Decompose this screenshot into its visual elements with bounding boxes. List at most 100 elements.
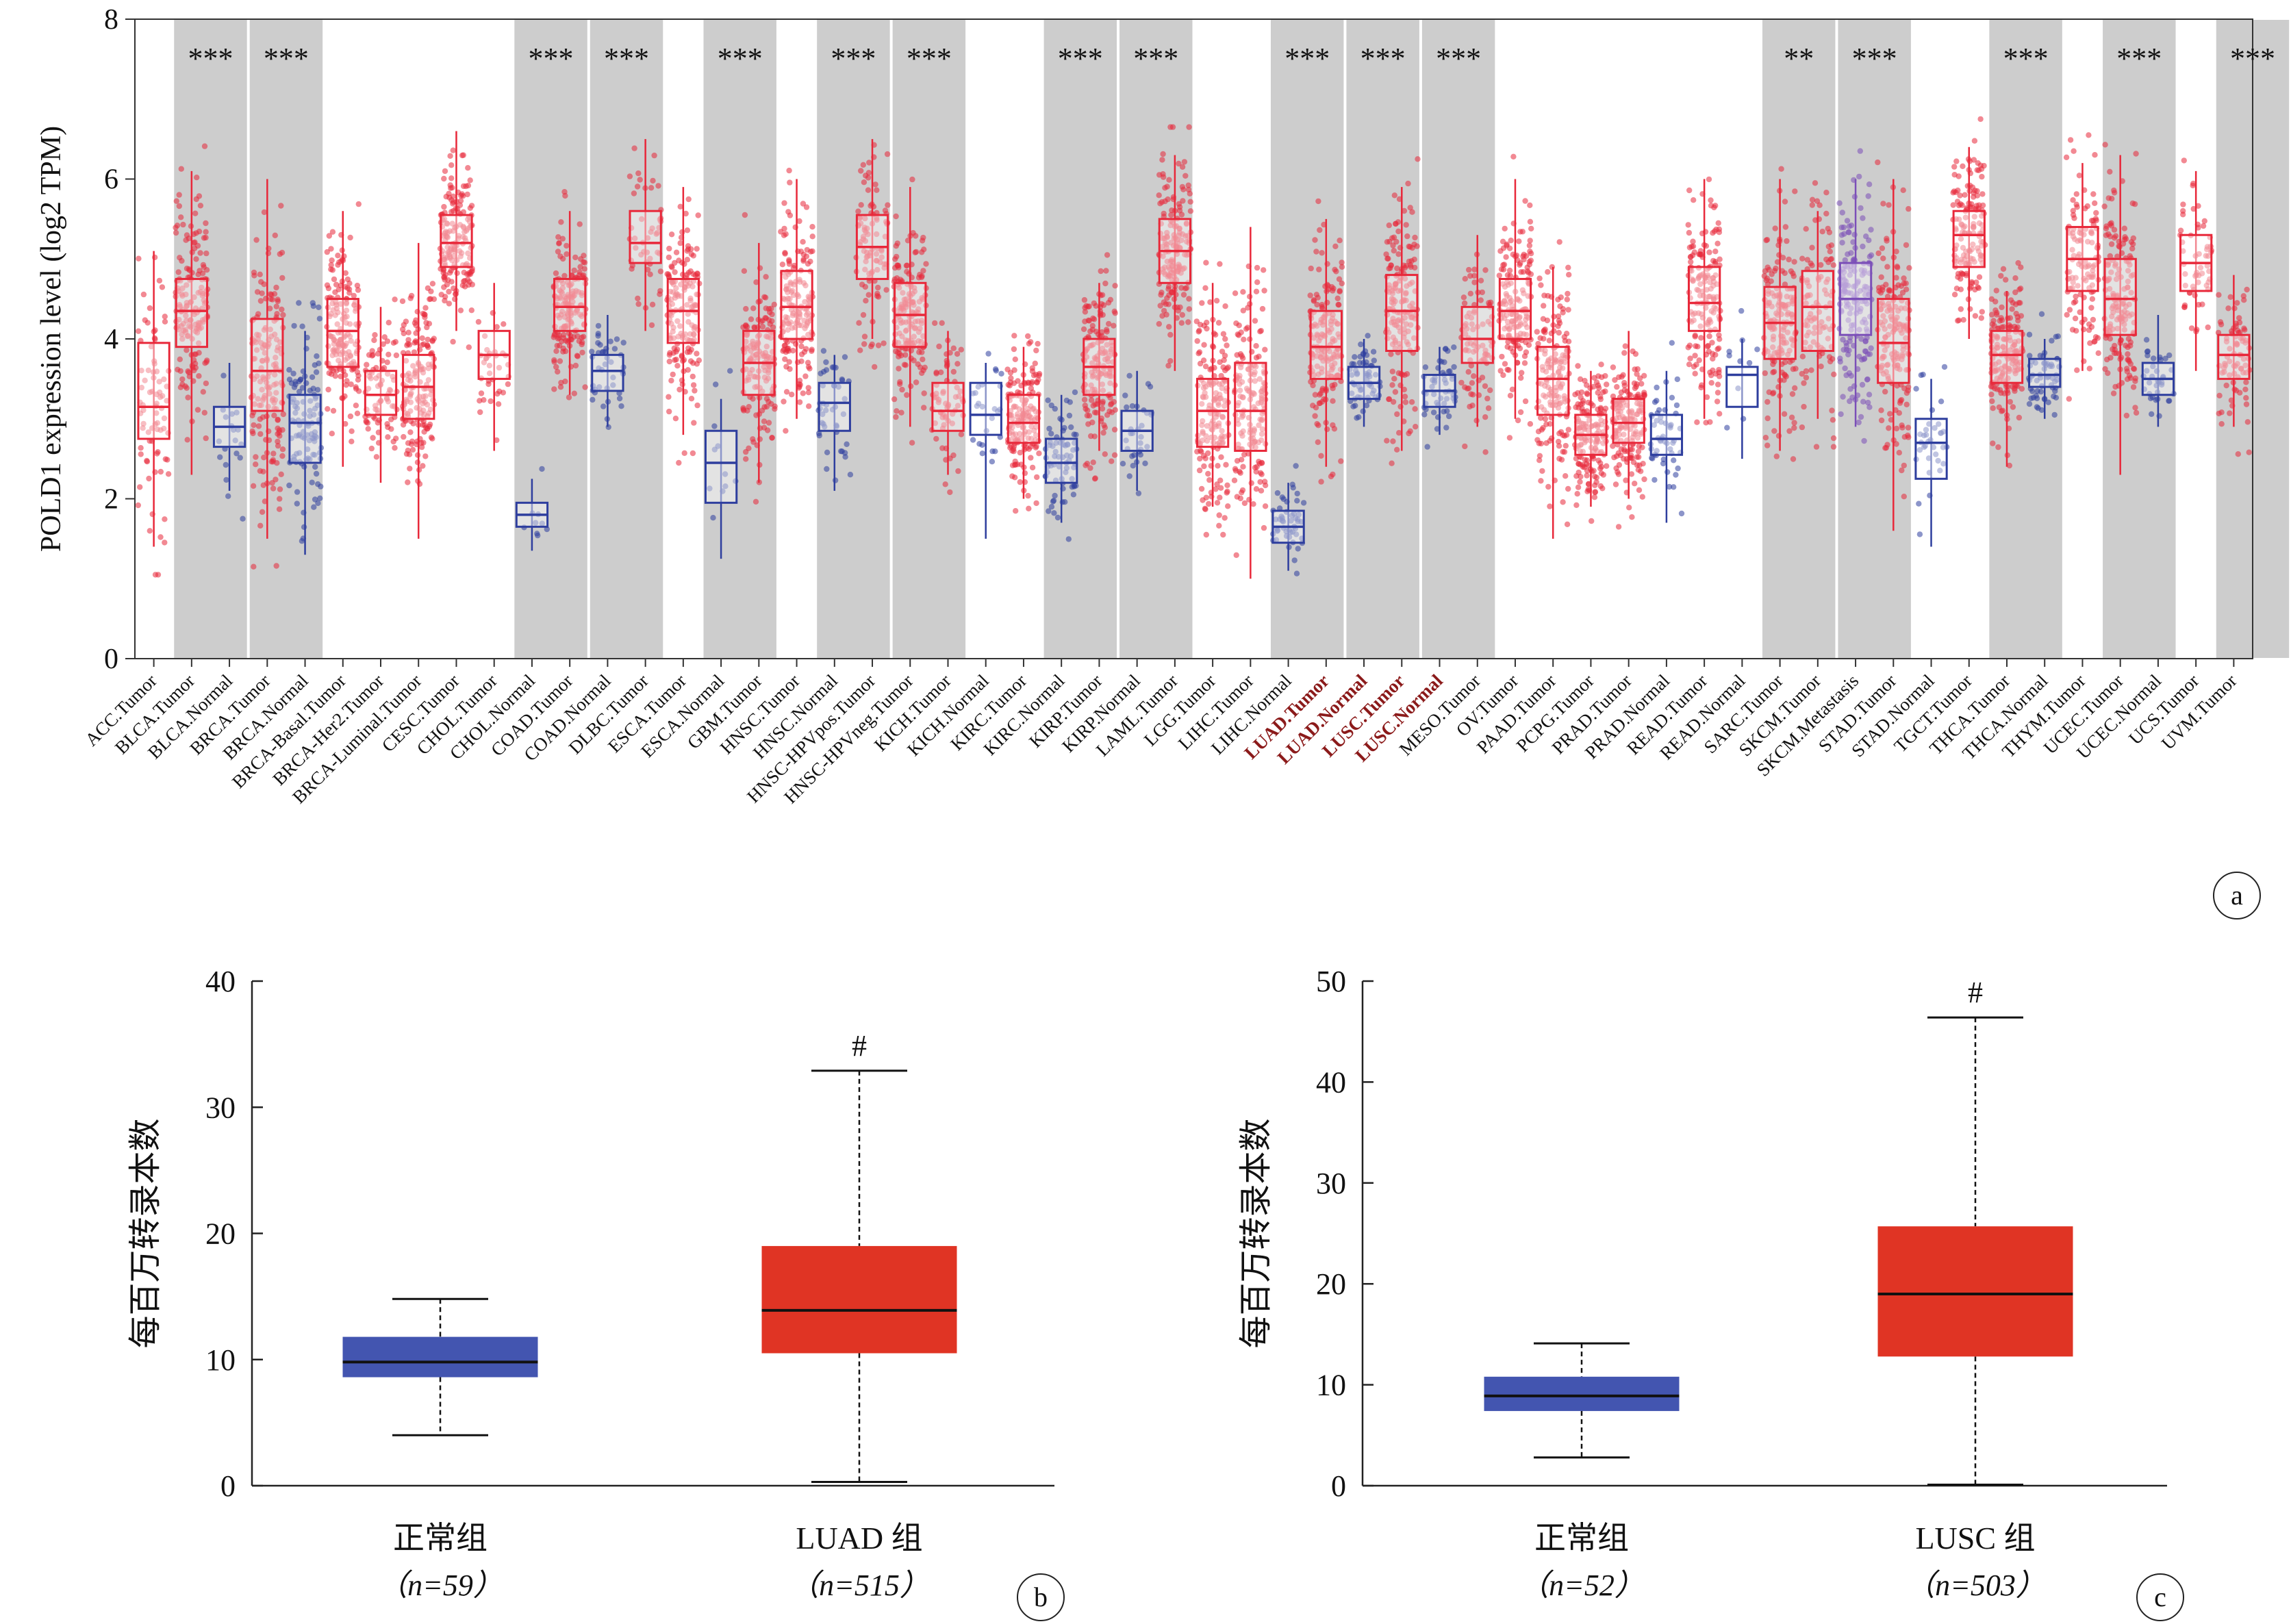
- data-point: [1200, 357, 1207, 364]
- data-point: [1198, 485, 1205, 492]
- data-point: [177, 255, 183, 261]
- data-point: [138, 451, 144, 457]
- data-point: [1201, 342, 1207, 348]
- data-point: [314, 353, 320, 359]
- data-point: [560, 255, 566, 262]
- data-point: [469, 268, 475, 274]
- data-point: [136, 255, 142, 262]
- data-point: [684, 257, 690, 263]
- data-point: [1239, 353, 1245, 359]
- data-point: [407, 466, 413, 472]
- data-point: [441, 284, 447, 290]
- significance-mark: ***: [1360, 42, 1406, 75]
- data-point: [1070, 492, 1077, 498]
- data-point: [1451, 344, 1457, 351]
- data-point: [1028, 380, 1035, 387]
- data-point: [672, 416, 679, 422]
- data-point: [1029, 464, 1036, 471]
- data-point: [380, 341, 386, 347]
- data-point: [325, 406, 331, 412]
- data-point: [1232, 290, 1239, 296]
- data-point: [363, 419, 370, 425]
- data-point: [668, 377, 674, 384]
- data-point: [921, 246, 927, 253]
- data-point: [335, 309, 341, 316]
- data-point: [450, 147, 456, 153]
- data-point: [291, 322, 297, 329]
- data-point: [936, 343, 942, 350]
- data-point: [318, 483, 324, 490]
- data-point: [409, 446, 416, 453]
- data-point: [921, 390, 927, 396]
- data-point: [1506, 367, 1512, 373]
- data-point: [375, 351, 381, 357]
- data-point: [421, 312, 428, 318]
- data-point: [1482, 449, 1489, 455]
- data-point: [325, 386, 331, 393]
- data-point: [1257, 479, 1263, 485]
- data-point: [902, 362, 909, 368]
- data-point: [1167, 124, 1174, 130]
- data-point: [371, 337, 377, 344]
- data-point: [162, 540, 168, 546]
- data-point: [1161, 210, 1167, 217]
- data-point: [237, 455, 243, 461]
- data-point: [1158, 292, 1164, 298]
- data-point: [1241, 336, 1247, 342]
- data-point: [307, 388, 313, 394]
- data-point: [674, 363, 681, 369]
- data-point: [494, 391, 501, 397]
- data-point: [1706, 249, 1712, 255]
- data-point: [467, 205, 473, 211]
- data-point: [568, 336, 574, 342]
- data-point: [1358, 341, 1364, 348]
- data-point: [346, 333, 353, 340]
- data-point: [448, 175, 455, 181]
- data-point: [1315, 422, 1321, 429]
- data-point: [1424, 444, 1430, 450]
- data-point: [657, 268, 664, 275]
- data-point: [140, 420, 147, 427]
- data-point: [1414, 243, 1420, 249]
- jitter-points: [216, 372, 246, 522]
- data-point: [279, 249, 286, 256]
- data-point: [1102, 280, 1109, 287]
- data-point: [1104, 252, 1111, 258]
- data-point: [425, 336, 431, 343]
- data-point: [147, 528, 153, 534]
- data-point: [176, 203, 182, 210]
- data-point: [192, 239, 198, 245]
- data-point: [161, 415, 168, 422]
- data-point: [950, 452, 957, 459]
- data-point: [135, 502, 141, 509]
- data-point: [495, 401, 502, 407]
- data-point: [666, 408, 672, 415]
- data-point: [915, 275, 922, 281]
- data-point: [1632, 351, 1639, 357]
- data-point: [676, 459, 682, 466]
- data-point: [317, 495, 323, 501]
- data-point: [1640, 461, 1646, 467]
- data-point: [275, 417, 281, 423]
- data-point: [787, 179, 793, 186]
- data-point: [384, 370, 391, 377]
- data-point: [1519, 370, 1525, 376]
- data-point: [388, 426, 394, 432]
- data-point: [1578, 401, 1584, 407]
- data-point: [635, 301, 642, 307]
- data-point: [178, 214, 184, 220]
- box: [1195, 377, 1230, 448]
- data-point: [223, 477, 229, 483]
- data-point: [752, 498, 759, 505]
- data-point: [1011, 346, 1017, 353]
- data-point: [1316, 266, 1322, 272]
- data-point: [1254, 264, 1261, 271]
- data-point: [666, 254, 672, 261]
- data-point: [330, 307, 336, 313]
- data-point: [273, 355, 279, 361]
- data-point: [1604, 463, 1610, 469]
- data-point: [759, 323, 766, 330]
- data-point: [1086, 413, 1093, 419]
- data-point: [577, 269, 583, 275]
- data-point: [184, 437, 190, 443]
